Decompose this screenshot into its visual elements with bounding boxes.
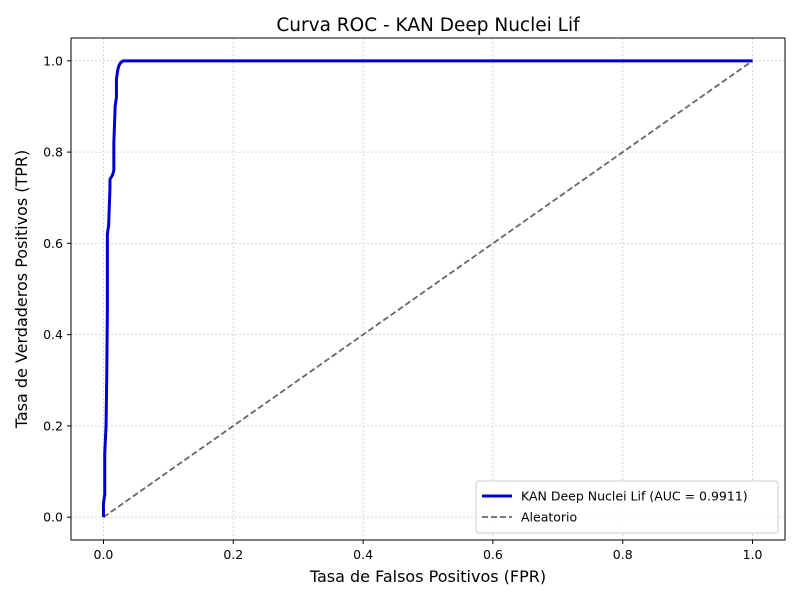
y-axis-ticks: 0.0 0.2 0.4 0.6 0.8 1.0 — [43, 53, 71, 525]
legend-box — [475, 480, 779, 534]
legend-label-random: Aleatorio — [521, 510, 577, 525]
legend: KAN Deep Nuclei Lif (AUC = 0.9911) Aleat… — [475, 480, 779, 534]
y-tick-label: 1.0 — [43, 53, 63, 68]
x-tick-label: 0.2 — [223, 547, 243, 562]
x-tick-label: 1.0 — [743, 547, 763, 562]
roc-curve-line — [101, 59, 753, 518]
y-tick-label: 0.6 — [43, 236, 63, 251]
y-tick-label: 0.0 — [43, 510, 63, 525]
plot-frame — [70, 37, 786, 541]
random-baseline-line — [102, 60, 754, 518]
x-tick-label: 0.4 — [353, 547, 373, 562]
y-tick-label: 0.4 — [43, 327, 63, 342]
x-axis-ticks: 0.0 0.2 0.4 0.6 0.8 1.0 — [94, 540, 763, 562]
x-tick-label: 0.6 — [483, 547, 503, 562]
y-tick-label: 0.8 — [43, 145, 63, 160]
series-layer — [101, 59, 754, 518]
chart-title: Curva ROC - KAN Deep Nuclei Lif — [276, 15, 580, 36]
y-axis-title: Tasa de Verdaderos Positivos (TPR) — [12, 150, 31, 430]
x-tick-label: 0.0 — [94, 547, 114, 562]
x-axis-title: Tasa de Falsos Positivos (FPR) — [309, 567, 546, 586]
legend-label-roc: KAN Deep Nuclei Lif (AUC = 0.9911) — [521, 489, 748, 504]
x-tick-label: 0.8 — [613, 547, 633, 562]
y-tick-label: 0.2 — [43, 418, 63, 433]
